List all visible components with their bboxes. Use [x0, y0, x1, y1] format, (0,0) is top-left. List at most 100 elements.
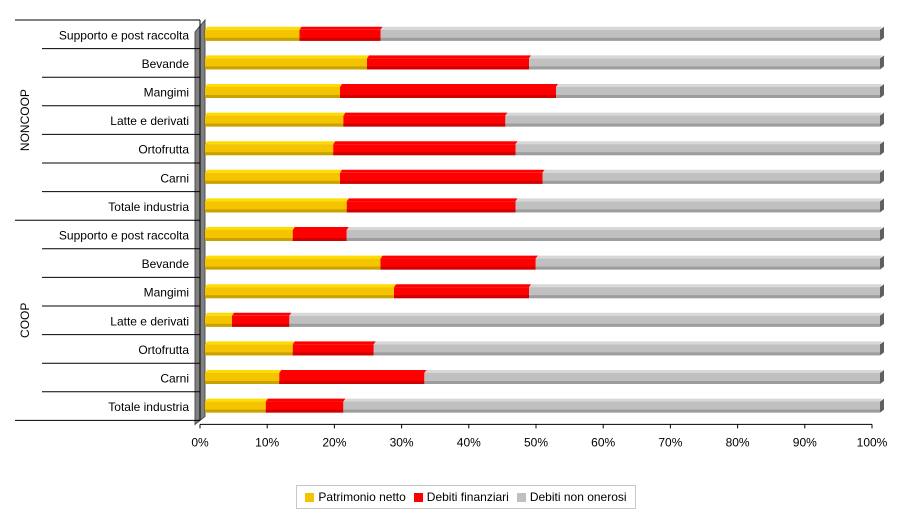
- category-label: Totale industria: [108, 200, 189, 214]
- bar-shade-3-14: [343, 409, 880, 413]
- category-label: Totale industria: [108, 400, 189, 414]
- x-tick-label: 60%: [591, 435, 615, 449]
- bar-end-cap-3: [880, 84, 884, 98]
- bar-segment-1-14: [205, 401, 266, 413]
- bar-end-cap-8: [880, 227, 884, 241]
- bar-shade-3-9: [535, 266, 880, 270]
- bar-segment-1-2: [205, 58, 367, 70]
- bar-end-cap-14: [880, 398, 884, 413]
- bar-top-3-7: [515, 198, 883, 202]
- bar-shade-1-2: [205, 66, 367, 70]
- bar-segment-1-12: [205, 344, 293, 356]
- bar-segment-3-2: [529, 58, 880, 70]
- bar-top-2-14: [265, 398, 346, 402]
- x-tick-label: 70%: [658, 435, 682, 449]
- bar-top-2-6: [340, 169, 545, 173]
- bar-segment-2-1: [299, 29, 381, 41]
- bar-segment-3-6: [542, 172, 880, 184]
- bar-top-1-13: [205, 370, 282, 373]
- bar-shade-3-4: [505, 123, 880, 127]
- bar-top-2-2: [367, 55, 532, 59]
- bar-segment-3-8: [346, 230, 880, 241]
- bar-top-1-14: [205, 398, 268, 402]
- x-tick-label: 10%: [255, 435, 279, 449]
- bar-shade-3-7: [515, 209, 880, 213]
- bar-top-2-9: [380, 255, 538, 259]
- bar-segment-3-12: [373, 344, 880, 356]
- category-label: Mangimi: [144, 86, 189, 100]
- category-label: Ortofrutta: [138, 143, 189, 157]
- legend-item-debiti-non-onerosi: Debiti non onerosi: [516, 490, 627, 504]
- bar-shade-1-13: [205, 381, 280, 384]
- bar-segment-1-5: [205, 144, 334, 156]
- bar-segment-2-7: [346, 201, 516, 213]
- bar-segment-1-7: [205, 201, 347, 213]
- bar-shade-1-8: [205, 238, 293, 241]
- bar-shade-1-3: [205, 95, 340, 98]
- bar-segment-2-11: [232, 315, 290, 327]
- bar-shade-2-11: [232, 323, 290, 327]
- bar-shade-2-13: [279, 381, 425, 384]
- x-tick-label: 20%: [322, 435, 346, 449]
- bar-segment-2-9: [380, 258, 536, 270]
- bar-shade-3-11: [289, 323, 880, 327]
- category-label: Carni: [160, 171, 189, 185]
- bar-segment-3-3: [556, 87, 880, 98]
- bar-shade-2-2: [367, 66, 529, 70]
- x-tick-label: 30%: [390, 435, 414, 449]
- bar-shade-1-5: [205, 152, 334, 156]
- bar-segment-2-8: [292, 230, 347, 241]
- bar-shade-3-3: [556, 95, 880, 98]
- bar-segment-3-1: [380, 29, 880, 41]
- bar-segment-3-13: [424, 373, 880, 384]
- category-label: Carni: [160, 372, 189, 386]
- bar-top-1-2: [205, 55, 370, 59]
- bar-end-cap-6: [880, 169, 884, 184]
- bar-end-cap-2: [880, 55, 884, 70]
- bar-shade-1-11: [205, 323, 232, 327]
- legend-label-patrimonio: Patrimonio netto: [318, 490, 406, 504]
- bar-end-cap-10: [880, 284, 884, 299]
- category-label: Latte e derivati: [110, 314, 189, 328]
- bar-segment-1-1: [205, 29, 300, 41]
- bar-top-3-6: [542, 169, 883, 173]
- bar-top-3-10: [529, 284, 883, 288]
- bar-top-3-12: [373, 341, 883, 345]
- group-label: COOP: [18, 303, 32, 338]
- bar-top-3-2: [529, 55, 883, 59]
- bar-segment-3-5: [515, 144, 880, 156]
- legend-item-patrimonio: Patrimonio netto: [305, 490, 406, 504]
- bar-shade-1-1: [205, 37, 300, 41]
- category-label: Bevande: [142, 257, 190, 271]
- bar-segment-1-9: [205, 258, 381, 270]
- bar-segment-1-6: [205, 172, 340, 184]
- bar-top-3-3: [556, 84, 883, 87]
- bar-top-1-1: [205, 26, 302, 30]
- bar-top-2-4: [343, 112, 508, 116]
- bar-shade-3-6: [542, 180, 880, 184]
- bar-top-1-3: [205, 84, 343, 87]
- bar-shade-3-12: [373, 352, 880, 356]
- bar-top-1-12: [205, 341, 295, 345]
- bar-shade-2-12: [292, 352, 374, 356]
- bar-segment-3-9: [535, 258, 880, 270]
- bar-end-cap-13: [880, 370, 884, 384]
- category-label: Ortofrutta: [138, 343, 189, 357]
- bar-top-2-3: [340, 84, 559, 87]
- bar-top-2-1: [299, 26, 383, 30]
- bar-segment-3-14: [343, 401, 880, 413]
- bar-top-2-5: [333, 141, 518, 145]
- bar-segment-1-4: [205, 115, 344, 127]
- bar-shade-3-13: [424, 381, 880, 384]
- category-label: Supporto e post raccolta: [59, 229, 189, 243]
- bar-top-1-8: [205, 227, 295, 230]
- bar-top-2-7: [346, 198, 518, 202]
- bar-top-1-9: [205, 255, 383, 259]
- bar-shade-2-8: [292, 238, 347, 241]
- x-tick-label: 40%: [457, 435, 481, 449]
- bar-top-1-6: [205, 169, 343, 173]
- bar-segment-3-10: [529, 287, 880, 299]
- bar-shade-2-9: [380, 266, 536, 270]
- category-label: Latte e derivati: [110, 114, 189, 128]
